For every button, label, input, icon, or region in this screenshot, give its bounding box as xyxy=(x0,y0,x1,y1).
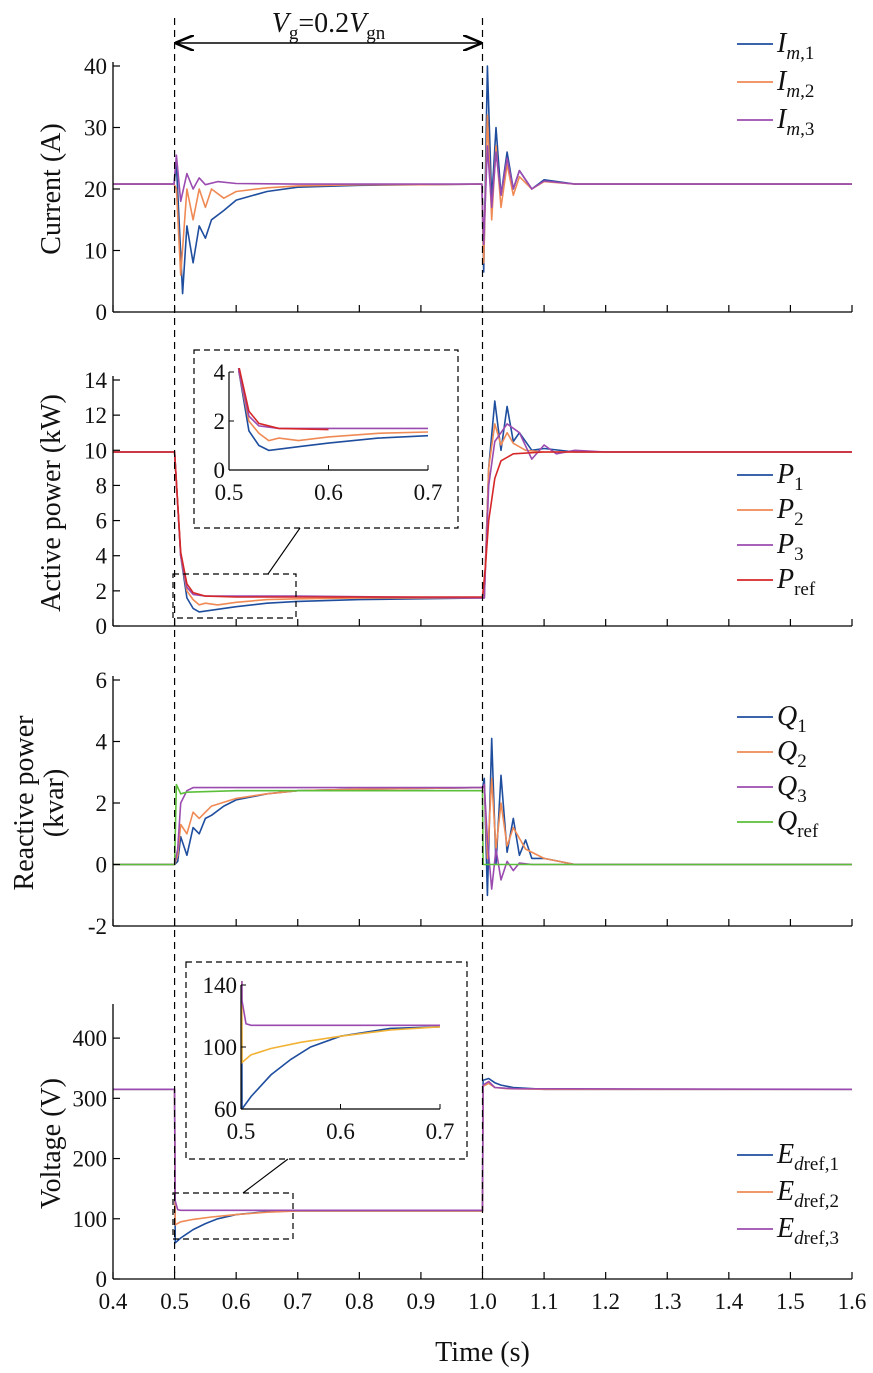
inset-series xyxy=(237,368,428,452)
inset-y-tick-label: 60 xyxy=(214,1097,237,1122)
y-tick-label: 0 xyxy=(96,614,108,639)
legend-entry: Q2 xyxy=(777,736,807,772)
inset: 60 100 140 0.5 0.6 0.7 xyxy=(172,961,468,1240)
series-line-q-2 xyxy=(113,777,852,866)
panel-1: 0 10 20 30 40 Current (A) Im,1Im,2Im,3 xyxy=(36,28,853,325)
x-tick-label: 0.5 xyxy=(160,1289,189,1314)
series-line-i-m-3 xyxy=(113,145,852,246)
inset-x-tick-label: 0.6 xyxy=(326,1119,355,1144)
y-tick-label: 4 xyxy=(96,544,108,569)
series-line-e-ref-3 xyxy=(113,1080,852,1212)
zoom-region-box xyxy=(172,1192,294,1240)
series-group xyxy=(113,1077,852,1244)
y-tick-label: 2 xyxy=(96,579,108,604)
inset-series-line xyxy=(237,368,428,430)
y-tick-label: -2 xyxy=(88,914,107,939)
y-tick-label: 40 xyxy=(84,54,107,79)
series-line-q-3 xyxy=(113,783,852,890)
y-tick-label: 10 xyxy=(84,239,107,264)
x-tick-label: 1.1 xyxy=(530,1289,559,1314)
x-axis-label: Time (s) xyxy=(435,1337,530,1368)
x-tick-label: 0.9 xyxy=(407,1289,436,1314)
legend-entry: Edref,2 xyxy=(776,1176,839,1212)
y-tick-label: 0 xyxy=(96,853,108,878)
inset-y-tick-label: 140 xyxy=(203,973,238,998)
legend-entry: Edref,3 xyxy=(776,1213,839,1249)
legend-entry: Pref xyxy=(776,564,816,600)
series-line-p-2 xyxy=(113,423,852,606)
inset-series-line xyxy=(237,368,428,452)
inset-y-tick-label: 2 xyxy=(214,409,226,434)
y-tick-label: 20 xyxy=(84,177,107,202)
x-tick-label: 1.3 xyxy=(653,1289,682,1314)
inset-series-line xyxy=(241,981,440,1065)
legend-entry: Edref,1 xyxy=(776,1139,839,1175)
zoom-connector xyxy=(242,1158,289,1194)
legend-entry: P3 xyxy=(776,529,804,565)
legend-entry: Im,3 xyxy=(776,104,814,140)
y-tick-label: 30 xyxy=(84,116,107,141)
fault-annotation: Vg=0.2Vgn xyxy=(272,8,386,44)
inset-series xyxy=(241,981,440,1109)
x-tick-label: 0.7 xyxy=(283,1289,312,1314)
legend-entry: P1 xyxy=(776,459,804,495)
y-tick-label: 10 xyxy=(84,438,107,463)
inset-x-tick-label: 0.7 xyxy=(426,1119,455,1144)
legend-entry: Im,1 xyxy=(776,28,814,64)
y-tick-label: 2 xyxy=(96,791,108,816)
inset-box xyxy=(185,961,468,1160)
inset-series-line xyxy=(238,368,329,431)
series-group xyxy=(113,400,852,613)
zoom-region-box xyxy=(172,573,297,619)
inset-x-tick-label: 0.6 xyxy=(314,480,343,505)
y-tick-label: 0 xyxy=(96,300,108,325)
panel-4: 0 100 200 300 400 0.4 0.5 0.6 0.7 0.8 0.9 1.0 1.1 1.2… xyxy=(36,961,867,1314)
inset-y-tick-label: 100 xyxy=(203,1035,238,1060)
y-axis-label: Voltage (V) xyxy=(36,1078,67,1209)
y-axis-label-line2: (kvar) xyxy=(39,769,70,837)
y-tick-label: 6 xyxy=(96,668,108,693)
inset-y-tick-label: 0 xyxy=(214,458,226,483)
x-tick-label: 1.5 xyxy=(776,1289,805,1314)
legend-entry: Im,2 xyxy=(776,66,814,102)
inset-y-tick-label: 4 xyxy=(214,360,226,385)
inset-x-tick-label: 0.5 xyxy=(227,1119,256,1144)
y-tick-label: 400 xyxy=(73,1026,108,1051)
inset-x-tick-label: 0.5 xyxy=(215,480,244,505)
y-tick-label: 14 xyxy=(84,368,108,393)
inset-series-line xyxy=(241,981,440,1027)
series-line-p-ref xyxy=(113,451,852,598)
x-tick-label: 0.4 xyxy=(99,1289,128,1314)
x-tick-label: 1.6 xyxy=(838,1289,867,1314)
legend-entry: Q1 xyxy=(777,701,807,737)
y-tick-label: 12 xyxy=(84,403,107,428)
overlay-layer: Time (s) Vg=0.2Vgn xyxy=(173,8,530,1368)
y-tick-label: 200 xyxy=(73,1147,108,1172)
y-tick-label: 8 xyxy=(96,473,108,498)
y-axis-label-line1: Reactive power xyxy=(9,715,40,891)
zoom-connector xyxy=(267,527,301,575)
y-axis-label: Current (A) xyxy=(36,123,67,254)
y-tick-label: 100 xyxy=(73,1207,108,1232)
inset-box xyxy=(193,349,459,529)
y-tick-label: 0 xyxy=(96,1267,108,1292)
legend-entry: P2 xyxy=(776,494,804,530)
y-tick-label: 300 xyxy=(73,1086,108,1111)
inset: 0 2 4 0.5 0.6 0.7 xyxy=(172,349,459,619)
x-tick-label: 0.6 xyxy=(222,1289,251,1314)
y-tick-label: 6 xyxy=(96,509,108,534)
x-tick-label: 0.8 xyxy=(345,1289,374,1314)
y-axis-label: Active power (kW) xyxy=(36,394,67,612)
x-tick-label: 1.0 xyxy=(468,1289,497,1314)
legend-entry: Qref xyxy=(777,806,819,842)
x-tick-label: 1.2 xyxy=(591,1289,620,1314)
inset-x-tick-label: 0.7 xyxy=(414,480,443,505)
y-tick-label: 4 xyxy=(96,730,108,755)
x-tick-label: 1.4 xyxy=(714,1289,743,1314)
legend-entry: Q3 xyxy=(777,771,807,807)
